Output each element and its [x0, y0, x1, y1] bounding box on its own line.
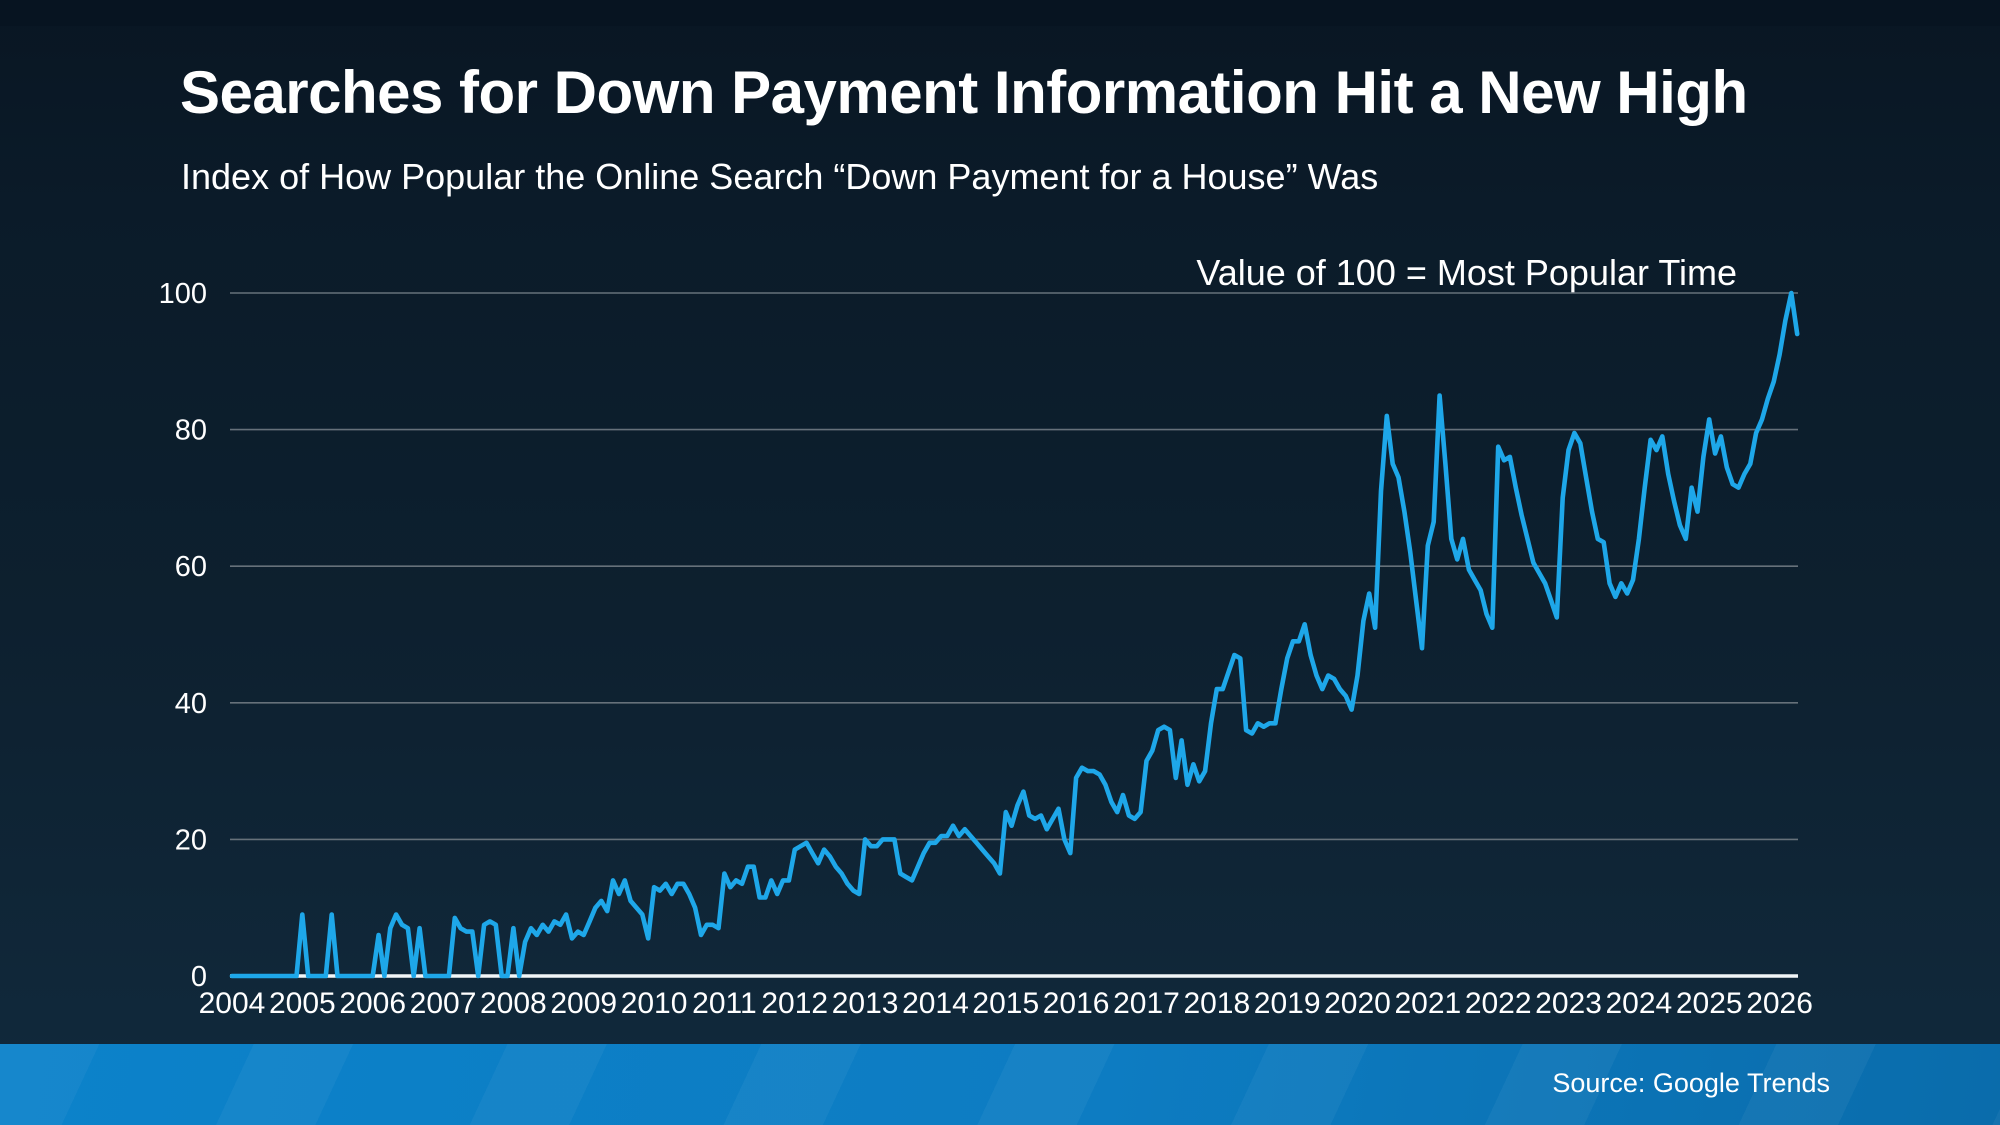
- x-axis-label: 2004: [199, 987, 266, 1020]
- y-axis-label: 80: [175, 415, 207, 447]
- x-axis-label: 2009: [550, 987, 617, 1020]
- x-axis-label: 2006: [339, 987, 406, 1020]
- x-axis-label: 2017: [1113, 987, 1180, 1020]
- trend-line: [229, 290, 1800, 979]
- x-axis-label: 2010: [621, 987, 688, 1020]
- x-axis-label: 2021: [1394, 987, 1461, 1020]
- x-axis-label: 2008: [480, 987, 547, 1020]
- chart-annotation: Value of 100 = Most Popular Time: [1196, 252, 1737, 293]
- x-axis-label: 2019: [1254, 987, 1321, 1020]
- x-axis-label: 2012: [761, 987, 828, 1020]
- x-axis-label: 2007: [410, 987, 477, 1020]
- x-axis-label: 2018: [1183, 987, 1250, 1020]
- x-axis-label: 2025: [1676, 987, 1743, 1020]
- page-subtitle: Index of How Popular the Online Search “…: [181, 156, 1379, 197]
- y-axis-label: 100: [159, 278, 207, 310]
- x-axis-label: 2024: [1606, 987, 1673, 1020]
- x-axis-label: 2013: [832, 987, 899, 1020]
- source-label: Source: Google Trends: [1552, 1068, 1830, 1098]
- x-axis-label: 2020: [1324, 987, 1391, 1020]
- x-axis-label: 2015: [972, 987, 1039, 1020]
- page-title: Searches for Down Payment Information Hi…: [180, 59, 1748, 126]
- footer-bar: [0, 1044, 2000, 1125]
- y-axis-label: 60: [175, 551, 207, 583]
- y-axis-label: 40: [175, 688, 207, 720]
- x-axis-label: 2016: [1043, 987, 1110, 1020]
- x-axis-label: 2005: [269, 987, 336, 1020]
- y-axis-label: 0: [191, 961, 207, 993]
- x-axis-label: 2014: [902, 987, 969, 1020]
- x-axis-label: 2011: [692, 987, 757, 1020]
- x-axis-label: 2022: [1465, 987, 1532, 1020]
- y-axis-label: 20: [175, 824, 207, 856]
- x-axis-label: 2026: [1746, 987, 1813, 1020]
- x-axis-label: 2023: [1535, 987, 1602, 1020]
- top-accent-strip: [0, 0, 2000, 26]
